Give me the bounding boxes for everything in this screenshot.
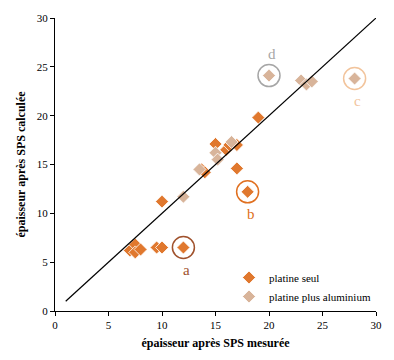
svg-text:30: 30 — [371, 319, 383, 331]
svg-text:30: 30 — [37, 12, 49, 24]
svg-text:b: b — [247, 206, 255, 222]
svg-text:c: c — [354, 93, 361, 109]
svg-text:20: 20 — [37, 110, 49, 122]
svg-text:15: 15 — [37, 158, 49, 170]
svg-text:5: 5 — [42, 256, 48, 268]
svg-text:10: 10 — [157, 319, 169, 331]
svg-text:d: d — [268, 46, 276, 62]
svg-text:épaisseur après SPS calculée: épaisseur après SPS calculée — [14, 91, 28, 238]
svg-text:0: 0 — [42, 305, 48, 317]
svg-text:platine plus aluminium: platine plus aluminium — [269, 291, 371, 303]
svg-text:20: 20 — [264, 319, 276, 331]
svg-text:a: a — [183, 262, 190, 278]
svg-text:épaisseur après SPS mesurée: épaisseur après SPS mesurée — [141, 336, 290, 350]
svg-text:25: 25 — [317, 319, 329, 331]
svg-text:5: 5 — [106, 319, 112, 331]
svg-text:0: 0 — [52, 319, 58, 331]
svg-text:25: 25 — [37, 61, 49, 73]
svg-text:platine seul: platine seul — [269, 272, 319, 284]
svg-text:10: 10 — [37, 207, 49, 219]
svg-text:15: 15 — [210, 319, 222, 331]
